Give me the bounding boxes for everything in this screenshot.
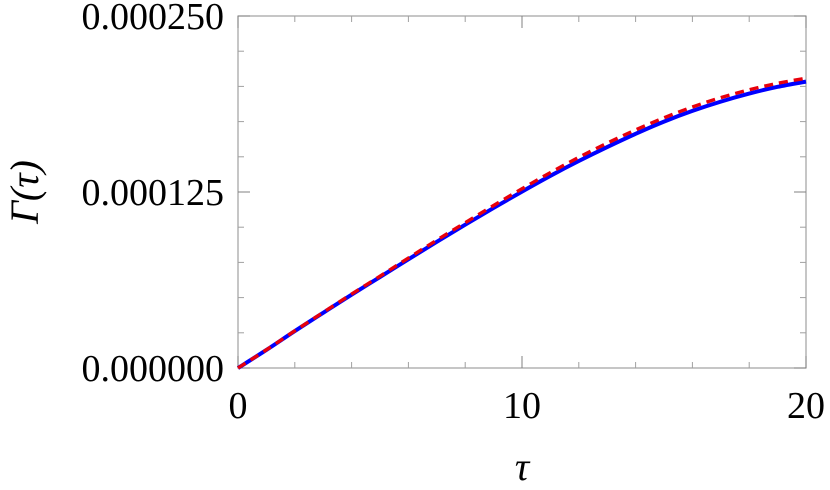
series-layer bbox=[236, 76, 807, 370]
x-tick-label: 20 bbox=[787, 385, 825, 427]
x-tick-label: 0 bbox=[229, 385, 248, 427]
y-tick-label: 0.000000 bbox=[82, 348, 225, 390]
series-line-dashed-red bbox=[237, 76, 807, 370]
ticks-layer bbox=[237, 15, 807, 369]
y-tick-label: 0.000250 bbox=[82, 0, 225, 38]
y-axis-label: Γ(τ) bbox=[2, 160, 47, 225]
x-tick-label: 10 bbox=[503, 385, 541, 427]
series-line-solid-blue bbox=[236, 79, 807, 370]
x-axis-label: τ bbox=[515, 444, 531, 489]
y-tick-label: 0.000125 bbox=[82, 172, 225, 214]
labels-layer: 0 10 20 0.000000 0.000125 0.000250 bbox=[82, 0, 826, 427]
